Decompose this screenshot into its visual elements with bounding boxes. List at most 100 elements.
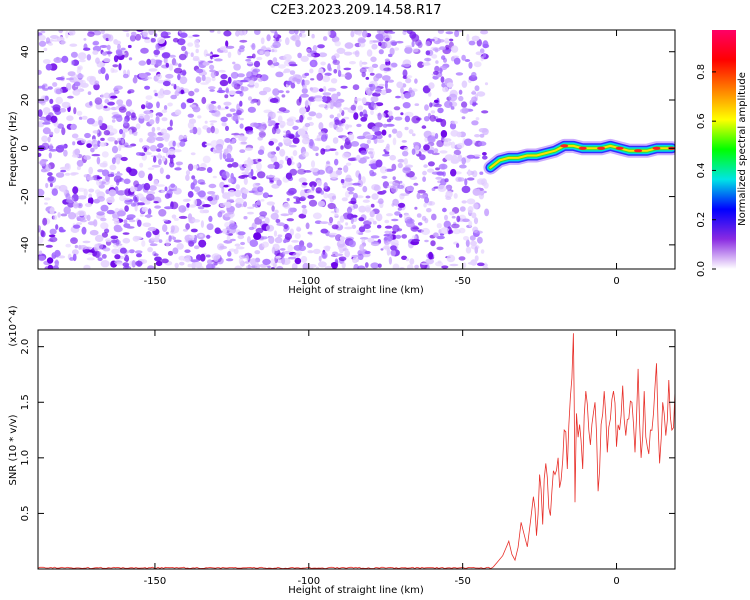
noise-speckle bbox=[118, 106, 127, 113]
noise-speckle bbox=[268, 194, 273, 198]
noise-speckle bbox=[289, 70, 296, 75]
noise-speckle bbox=[184, 255, 191, 263]
noise-speckle bbox=[38, 120, 45, 126]
noise-speckle bbox=[77, 187, 86, 192]
noise-speckle bbox=[371, 125, 380, 132]
noise-speckle bbox=[274, 236, 283, 244]
noise-speckle bbox=[101, 151, 109, 158]
noise-speckle bbox=[246, 55, 254, 59]
noise-speckle bbox=[127, 89, 135, 94]
noise-speckle bbox=[369, 72, 375, 76]
noise-speckle bbox=[357, 105, 364, 111]
noise-speckle bbox=[431, 187, 436, 191]
noise-speckle bbox=[115, 262, 124, 266]
noise-speckle bbox=[278, 142, 283, 147]
noise-speckle bbox=[306, 242, 313, 248]
noise-speckle bbox=[463, 236, 469, 241]
noise-speckle bbox=[256, 199, 261, 206]
noise-speckle bbox=[239, 39, 248, 43]
noise-speckle bbox=[370, 262, 380, 269]
noise-speckle bbox=[158, 239, 163, 244]
noise-speckle bbox=[318, 52, 328, 58]
noise-speckle bbox=[334, 213, 339, 217]
noise-speckle bbox=[57, 212, 61, 218]
noise-speckle bbox=[126, 214, 136, 219]
noise-speckle bbox=[251, 53, 256, 59]
noise-speckle bbox=[210, 100, 217, 104]
noise-speckle bbox=[254, 30, 261, 35]
noise-speckle bbox=[275, 146, 280, 151]
noise-speckle bbox=[346, 186, 355, 192]
noise-speckle bbox=[298, 177, 307, 183]
noise-speckle bbox=[471, 35, 480, 42]
noise-speckle bbox=[116, 99, 124, 106]
noise-speckle bbox=[143, 110, 153, 115]
noise-speckle bbox=[296, 162, 300, 168]
noise-speckle bbox=[233, 248, 239, 255]
noise-speckle bbox=[327, 102, 331, 109]
noise-speckle bbox=[197, 190, 206, 198]
noise-speckle bbox=[186, 98, 195, 104]
noise-speckle bbox=[454, 30, 460, 38]
noise-speckle bbox=[101, 51, 108, 56]
noise-speckle bbox=[479, 133, 485, 138]
noise-speckle bbox=[173, 67, 183, 74]
noise-speckle bbox=[161, 258, 169, 264]
colorbar-tick-label: 0.4 bbox=[696, 162, 707, 178]
noise-speckle bbox=[187, 191, 194, 198]
noise-speckle bbox=[324, 265, 333, 269]
noise-speckle bbox=[312, 146, 319, 152]
noise-speckle bbox=[131, 31, 137, 36]
noise-speckle bbox=[384, 58, 390, 62]
noise-speckle bbox=[318, 88, 324, 92]
noise-speckle bbox=[461, 157, 467, 165]
noise-speckle bbox=[339, 240, 344, 244]
noise-speckle bbox=[227, 251, 232, 257]
noise-speckle bbox=[331, 262, 338, 269]
noise-speckle bbox=[136, 253, 142, 258]
noise-speckle bbox=[245, 265, 252, 269]
noise-speckle bbox=[359, 143, 368, 148]
noise-speckle bbox=[164, 206, 173, 210]
noise-speckle bbox=[351, 254, 361, 258]
noise-speckle bbox=[161, 155, 166, 162]
noise-speckle bbox=[436, 235, 445, 240]
noise-speckle bbox=[435, 167, 440, 171]
noise-speckle bbox=[421, 215, 427, 221]
noise-speckle bbox=[407, 264, 414, 269]
noise-speckle bbox=[295, 39, 301, 48]
noise-speckle bbox=[308, 264, 317, 268]
noise-speckle bbox=[422, 170, 427, 176]
noise-speckle bbox=[205, 53, 213, 57]
noise-speckle bbox=[235, 246, 245, 250]
noise-speckle bbox=[106, 44, 111, 51]
noise-speckle bbox=[221, 122, 227, 127]
noise-speckle bbox=[125, 166, 132, 173]
noise-speckle bbox=[236, 110, 242, 115]
noise-speckle bbox=[200, 253, 206, 262]
noise-speckle bbox=[127, 44, 132, 49]
noise-speckle bbox=[204, 76, 212, 84]
noise-speckle bbox=[162, 147, 169, 154]
noise-speckle bbox=[427, 135, 436, 143]
noise-speckle bbox=[232, 61, 236, 65]
noise-speckle bbox=[135, 193, 144, 201]
noise-speckle bbox=[119, 247, 127, 254]
noise-speckle bbox=[61, 55, 69, 64]
y-tick-label: 20 bbox=[20, 94, 31, 107]
noise-speckle bbox=[66, 115, 74, 121]
noise-speckle bbox=[145, 231, 152, 238]
noise-speckle bbox=[199, 209, 206, 214]
noise-speckle bbox=[65, 82, 72, 91]
noise-speckle bbox=[367, 237, 375, 243]
noise-speckle bbox=[70, 60, 75, 66]
noise-speckle bbox=[302, 182, 308, 186]
noise-speckle bbox=[373, 184, 381, 192]
noise-speckle bbox=[244, 168, 249, 175]
noise-speckle bbox=[317, 44, 325, 49]
noise-speckle bbox=[248, 226, 255, 231]
noise-speckle bbox=[65, 77, 75, 81]
noise-speckle bbox=[165, 62, 169, 68]
noise-speckle bbox=[405, 258, 409, 262]
signal-track bbox=[483, 138, 675, 175]
